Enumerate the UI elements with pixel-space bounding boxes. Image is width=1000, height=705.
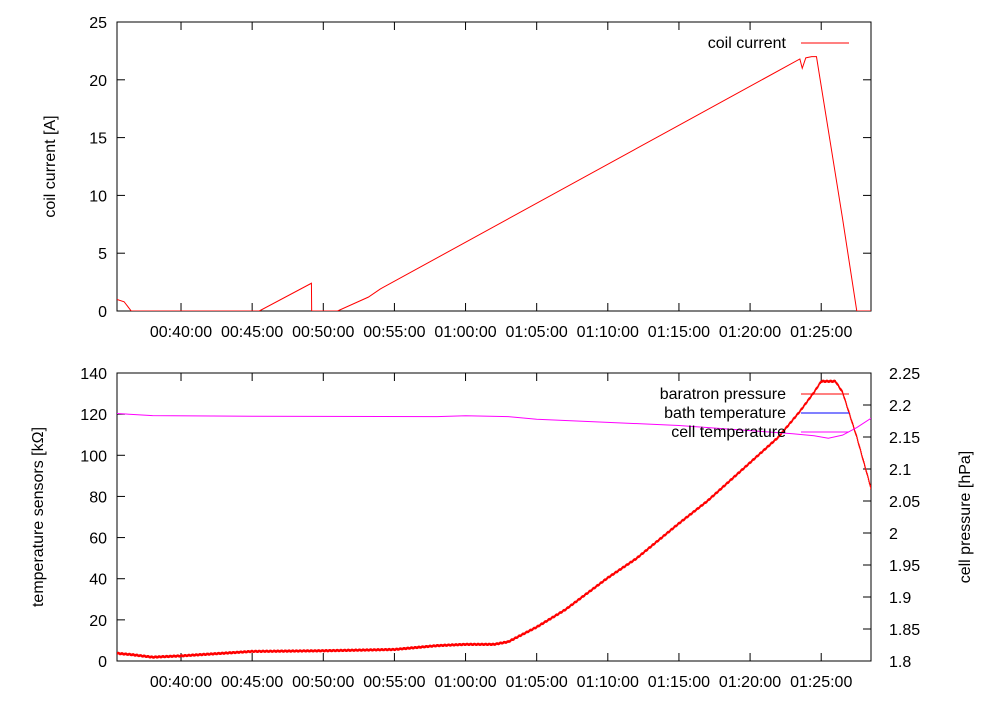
series-line-baratron-pressure xyxy=(117,379,871,659)
series-line-coil-current xyxy=(117,56,871,311)
coil-current-chart: 0 5 10 15 20 25 00:40:00 00:45:00 00:50:00 00:55:… xyxy=(42,15,872,341)
legend-label: coil current xyxy=(708,35,787,52)
x-tick-label: 01:20:00 xyxy=(719,324,781,341)
x-tick-label: 00:55:00 xyxy=(363,324,425,341)
y-tick-label: 40 xyxy=(89,572,107,589)
y-tick-label: 0 xyxy=(98,304,107,321)
y2-tick-label: 2.1 xyxy=(889,462,911,479)
x-tick-label: 01:20:00 xyxy=(719,674,781,691)
y-tick-label: 25 xyxy=(89,15,107,32)
x-tick-label: 01:00:00 xyxy=(434,324,496,341)
legend-label: bath temperature xyxy=(664,405,786,422)
y-tick-label: 0 xyxy=(98,654,107,671)
y-tick-label: 60 xyxy=(89,531,107,548)
y2-tick-label: 2.2 xyxy=(889,398,911,415)
x-tick-label: 00:50:00 xyxy=(292,674,354,691)
plot-frame xyxy=(116,21,872,312)
y-tick-label: 100 xyxy=(80,448,107,465)
x-tick-label: 01:10:00 xyxy=(577,324,639,341)
x-tick-label: 00:45:00 xyxy=(221,674,283,691)
y2-tick-label: 2.05 xyxy=(889,494,920,511)
legend-label: baratron pressure xyxy=(660,386,786,403)
y2-tick-label: 1.95 xyxy=(889,558,920,575)
temperature-pressure-chart: 0 20 40 60 80 100 120 140 1.8 1.85 1.9 1.95 2 2.05 2.1… xyxy=(30,366,974,691)
y-tick-label: 120 xyxy=(80,407,107,424)
y2-tick-label: 2 xyxy=(889,526,898,543)
y-tick-label: 20 xyxy=(89,73,107,90)
y-tick-label: 20 xyxy=(89,613,107,630)
y2-tick-label: 1.8 xyxy=(889,654,911,671)
y-tick-label: 10 xyxy=(89,188,107,205)
y2-tick-label: 1.9 xyxy=(889,590,911,607)
y2-axis-title: cell pressure [hPa] xyxy=(957,451,974,584)
x-tick-label: 01:15:00 xyxy=(648,324,710,341)
y2-tick-label: 2.25 xyxy=(889,366,920,383)
x-tick-label: 01:10:00 xyxy=(577,674,639,691)
y-tick-label: 15 xyxy=(89,131,107,148)
y2-tick-label: 2.15 xyxy=(889,430,920,447)
x-tick-label: 01:15:00 xyxy=(648,674,710,691)
x-tick-label: 01:25:00 xyxy=(790,674,852,691)
y-tick-label: 80 xyxy=(89,489,107,506)
x-tick-label: 00:50:00 xyxy=(292,324,354,341)
x-tick-label: 01:25:00 xyxy=(790,324,852,341)
series-line-cell-temperature xyxy=(117,413,871,439)
x-tick-label: 01:05:00 xyxy=(506,674,568,691)
plot-frame xyxy=(116,372,872,662)
legend-label: cell temperature xyxy=(671,424,786,441)
y-tick-label: 5 xyxy=(98,246,107,263)
y2-tick-label: 1.85 xyxy=(889,622,920,639)
x-tick-label: 00:55:00 xyxy=(363,674,425,691)
x-tick-label: 01:00:00 xyxy=(434,674,496,691)
y-axis-title: coil current [A] xyxy=(42,115,59,217)
x-tick-label: 01:05:00 xyxy=(506,324,568,341)
y-axis-title: temperature sensors [kΩ] xyxy=(30,427,47,607)
x-tick-label: 00:40:00 xyxy=(150,324,212,341)
y-tick-label: 140 xyxy=(80,366,107,383)
x-tick-label: 00:40:00 xyxy=(150,674,212,691)
x-tick-label: 00:45:00 xyxy=(221,324,283,341)
